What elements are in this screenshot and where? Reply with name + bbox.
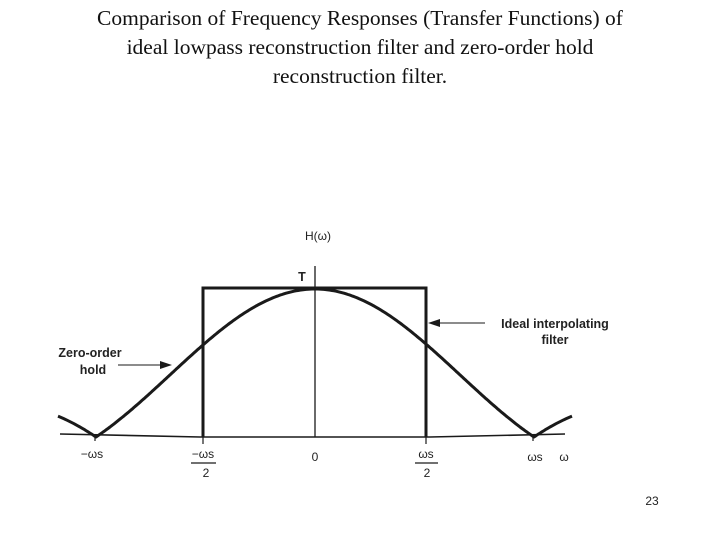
tick-label-neg-ws-half-num: −ωs xyxy=(192,447,214,461)
zoh-label-line-1: Zero-order xyxy=(58,346,121,360)
tick-label-neg-ws: −ωs xyxy=(81,447,103,461)
tick-label-omega: ω xyxy=(559,450,568,464)
ideal-filter-arrow xyxy=(428,319,485,327)
tick-label-pos-ws-half-den: 2 xyxy=(424,466,431,480)
tick-label-neg-ws-half-den: 2 xyxy=(203,466,210,480)
tick-label-pos-ws-half-num: ωs xyxy=(418,447,433,461)
zero-order-hold-curve xyxy=(57,287,573,439)
title-line-3: reconstruction filter. xyxy=(272,64,448,88)
page-number: 23 xyxy=(645,494,659,508)
ideal-filter-label-line-1: Ideal interpolating xyxy=(501,317,609,331)
zoh-arrow xyxy=(118,361,172,369)
tick-label-pos-ws: ωs xyxy=(527,450,542,464)
y-axis-label: H(ω) xyxy=(305,229,331,243)
peak-label: T xyxy=(298,270,306,284)
ideal-filter-label-line-2: filter xyxy=(541,333,568,347)
title-line-1: Comparison of Frequency Responses (Trans… xyxy=(97,6,623,30)
frequency-axis xyxy=(59,433,566,438)
tick-label-zero: 0 xyxy=(312,450,319,464)
zoh-label-line-2: hold xyxy=(80,363,106,377)
slide-title: Comparison of Frequency Responses (Trans… xyxy=(40,4,680,91)
title-line-2: ideal lowpass reconstruction filter and … xyxy=(126,35,594,59)
